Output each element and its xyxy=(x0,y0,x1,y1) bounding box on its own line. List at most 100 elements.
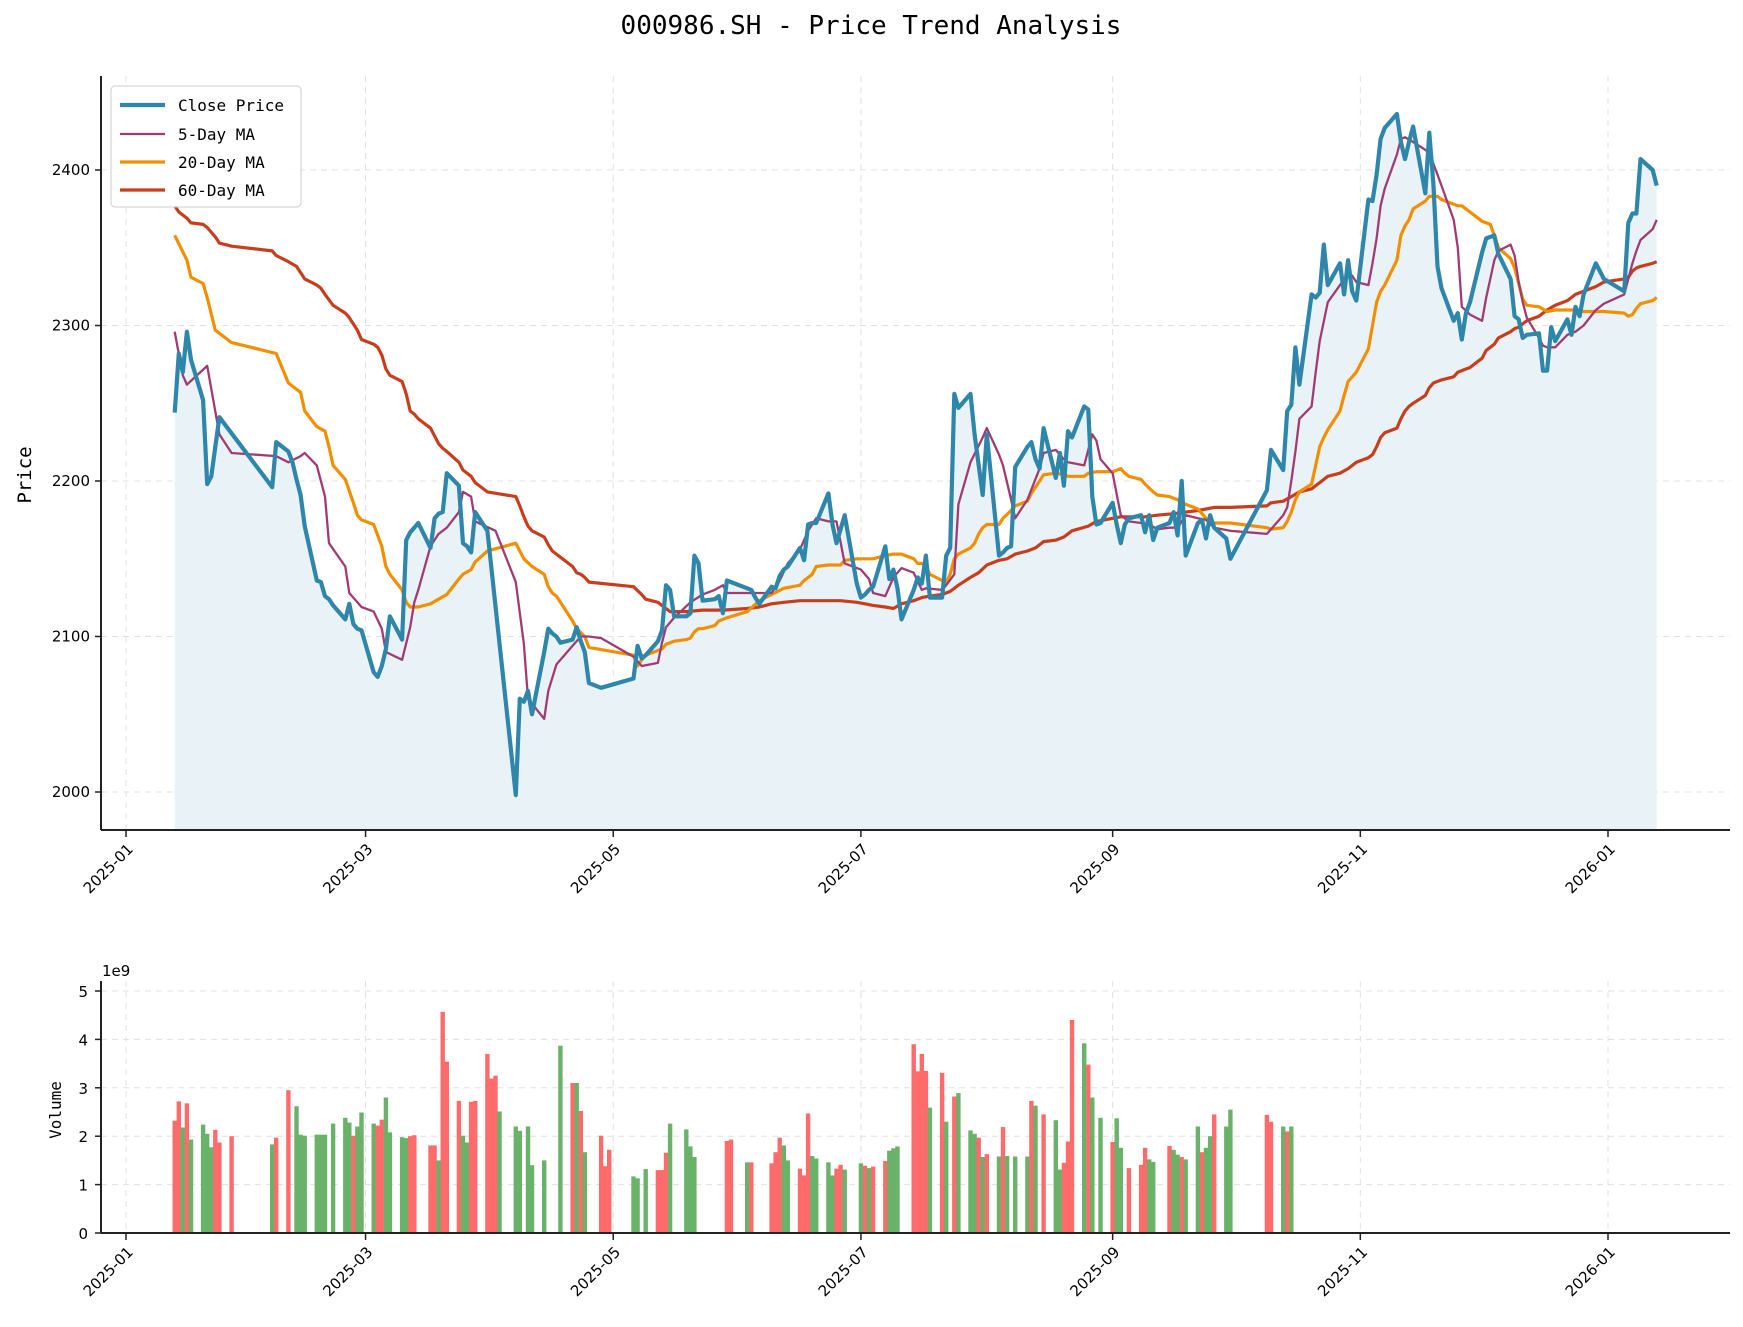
volume-bar xyxy=(473,1100,478,1233)
price-y-tick-label: 2300 xyxy=(52,317,90,335)
volume-bar xyxy=(976,1137,981,1233)
volume-x-tick-label: 2025-01 xyxy=(80,1243,137,1300)
volume-bar xyxy=(1207,1136,1213,1233)
volume-bar xyxy=(270,1144,275,1233)
volume-bar xyxy=(972,1133,977,1233)
legend-item-ma60: 60-Day MA xyxy=(120,181,265,200)
volume-y-tick-label: 3 xyxy=(78,1080,88,1098)
price-x-ticks: 2025-01 2025-03 2025-05 2025-07 2025-09 2025-… xyxy=(80,830,1619,897)
volume-bar xyxy=(915,1071,920,1233)
volume-bar xyxy=(542,1160,547,1233)
volume-y-tick-label: 4 xyxy=(78,1031,88,1049)
volume-bar xyxy=(408,1136,413,1233)
volume-bar xyxy=(773,1152,778,1233)
volume-y-tick-label: 0 xyxy=(78,1225,88,1243)
volume-bar xyxy=(1053,1120,1058,1233)
volume-bar xyxy=(314,1134,319,1233)
volume-bar xyxy=(485,1053,490,1233)
volume-bar xyxy=(456,1100,462,1233)
volume-bar xyxy=(956,1093,961,1233)
volume-bar xyxy=(1118,1147,1123,1233)
volume-bar xyxy=(887,1150,892,1233)
volume-bar xyxy=(1195,1126,1201,1233)
volume-bar xyxy=(1110,1142,1115,1233)
price-x-tick-label: 2025-01 xyxy=(80,840,137,897)
volume-bar xyxy=(322,1134,328,1233)
volume-bar xyxy=(383,1097,389,1233)
price-x-tick-label: 2026-01 xyxy=(1562,840,1619,897)
volume-bar xyxy=(598,1135,604,1233)
price-y-tick-label: 2200 xyxy=(52,472,90,490)
volume-bar xyxy=(1065,1141,1071,1233)
volume-bar xyxy=(1082,1043,1087,1233)
volume-x-tick-label: 2025-03 xyxy=(319,1243,376,1300)
price-y-label: Price xyxy=(14,446,36,503)
volume-x-tick-label: 2025-05 xyxy=(567,1243,624,1300)
volume-bar xyxy=(923,1070,929,1233)
legend-item-ma20: 20-Day MA xyxy=(120,153,265,172)
volume-bar xyxy=(1114,1118,1119,1233)
legend-ma20-label: 20-Day MA xyxy=(178,153,265,172)
volume-bar xyxy=(1268,1121,1274,1233)
volume-bar xyxy=(801,1175,807,1233)
price-x-tick-label: 2025-05 xyxy=(567,840,624,897)
volume-bar xyxy=(1142,1147,1148,1233)
volume-bar xyxy=(1199,1152,1205,1233)
volume-bar xyxy=(968,1130,973,1233)
volume-bar xyxy=(749,1162,754,1233)
volume-bar xyxy=(1289,1126,1294,1233)
volume-bar xyxy=(635,1178,640,1233)
volume-bar xyxy=(497,1111,502,1233)
volume-bar xyxy=(529,1165,535,1233)
volume-bar xyxy=(602,1166,608,1233)
legend-item-close: Close Price xyxy=(120,96,284,115)
volume-bar xyxy=(525,1126,531,1233)
volume-bar xyxy=(180,1127,185,1233)
volume-bar xyxy=(359,1112,364,1233)
volume-bar xyxy=(745,1162,750,1233)
volume-bar xyxy=(513,1126,518,1233)
volume-bar xyxy=(347,1122,352,1233)
volume-bar xyxy=(343,1117,348,1233)
volume-bars xyxy=(172,1011,1294,1233)
volume-bar xyxy=(1069,1020,1075,1233)
volume-y-tick-label: 1 xyxy=(78,1177,88,1195)
volume-bar xyxy=(517,1130,522,1233)
volume-bar xyxy=(1013,1156,1018,1233)
volume-bar xyxy=(172,1120,177,1233)
volume-bar xyxy=(1004,1156,1010,1233)
price-y-tick-label: 2000 xyxy=(52,783,90,801)
volume-bar xyxy=(213,1129,218,1233)
volume-bar xyxy=(184,1103,190,1233)
volume-bar xyxy=(834,1168,839,1233)
volume-bar xyxy=(1033,1105,1038,1233)
volume-bar xyxy=(428,1145,433,1233)
legend-close-label: Close Price xyxy=(178,96,284,115)
volume-bar xyxy=(858,1163,864,1233)
volume-y-label: Volume xyxy=(46,1081,65,1139)
volume-bar xyxy=(444,1061,449,1233)
price-y-tick-label: 2400 xyxy=(52,161,90,179)
volume-bar xyxy=(200,1124,206,1233)
price-x-tick-label: 2025-03 xyxy=(319,840,376,897)
volume-bar xyxy=(578,1111,583,1233)
price-x-tick-label: 2025-09 xyxy=(1066,840,1123,897)
volume-bar xyxy=(1061,1162,1067,1233)
volume-bar xyxy=(188,1139,194,1233)
chart-title: 000986.SH - Price Trend Analysis xyxy=(621,11,1122,41)
volume-bar xyxy=(1175,1154,1180,1233)
volume-bar xyxy=(1025,1156,1030,1233)
volume-bar xyxy=(1029,1100,1034,1233)
volume-bar xyxy=(355,1126,360,1233)
volume-bar xyxy=(1126,1168,1132,1233)
volume-x-ticks: 2025-01 2025-03 2025-05 2025-07 2025-09 2025-… xyxy=(80,1233,1619,1300)
volume-bar xyxy=(826,1162,831,1233)
volume-bar xyxy=(830,1175,835,1233)
volume-bar xyxy=(607,1149,612,1233)
volume-bar xyxy=(1224,1126,1229,1233)
volume-y-tick-label: 5 xyxy=(78,983,88,1001)
volume-bar xyxy=(805,1113,811,1233)
volume-bar xyxy=(895,1146,900,1233)
